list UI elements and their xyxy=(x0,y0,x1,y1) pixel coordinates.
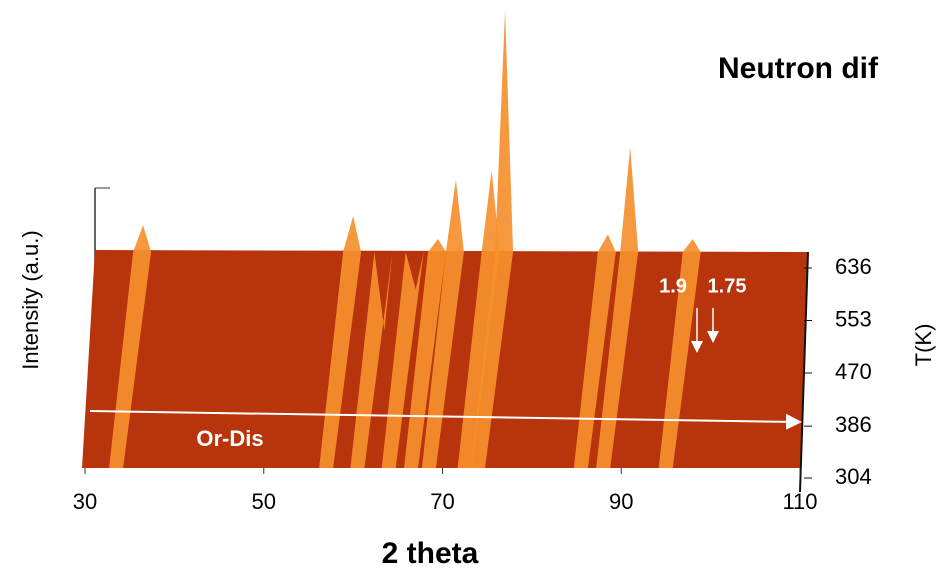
z-tick-label: 304 xyxy=(835,464,872,489)
peak xyxy=(596,147,639,468)
y-axis-label: Intensity (a.u.) xyxy=(18,230,43,369)
annotation: 1.9 xyxy=(659,275,687,297)
z-tick-label: 386 xyxy=(835,412,872,437)
z-axis xyxy=(799,251,809,493)
z-tick-label: 470 xyxy=(835,359,872,384)
peak xyxy=(471,10,514,468)
x-tick-label: 50 xyxy=(252,489,276,514)
x-tick-label: 70 xyxy=(430,489,454,514)
peak xyxy=(573,234,616,468)
annotation: 1.75 xyxy=(708,275,747,297)
peak xyxy=(109,225,152,468)
peak xyxy=(381,252,424,468)
z-tick-label: 636 xyxy=(835,254,872,279)
peak xyxy=(404,239,447,468)
peak xyxy=(421,179,464,468)
chart-title: Neutron dif xyxy=(718,52,879,85)
x-tick-label: 30 xyxy=(73,489,97,514)
x-tick-label: 110 xyxy=(782,489,817,514)
peak xyxy=(319,216,362,468)
peak xyxy=(658,239,701,468)
x-axis-label: 2 theta xyxy=(382,537,479,570)
x-tick-label: 90 xyxy=(609,489,633,514)
arrow xyxy=(89,410,802,430)
peak xyxy=(457,170,500,469)
z-axis-label: T(K) xyxy=(911,324,936,367)
z-tick-label: 553 xyxy=(835,306,872,331)
annotation: Or-Dis xyxy=(196,426,263,451)
peak xyxy=(350,252,393,468)
